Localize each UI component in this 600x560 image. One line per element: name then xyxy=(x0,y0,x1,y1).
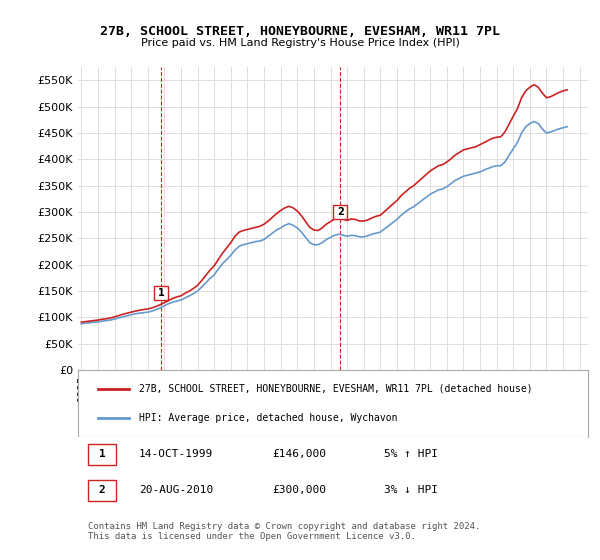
Text: 2: 2 xyxy=(337,207,344,217)
Text: £146,000: £146,000 xyxy=(272,449,326,459)
Text: 1: 1 xyxy=(158,288,164,298)
Text: Price paid vs. HM Land Registry's House Price Index (HPI): Price paid vs. HM Land Registry's House … xyxy=(140,38,460,48)
FancyBboxPatch shape xyxy=(88,480,116,501)
Text: Contains HM Land Registry data © Crown copyright and database right 2024.
This d: Contains HM Land Registry data © Crown c… xyxy=(88,521,481,541)
Text: 27B, SCHOOL STREET, HONEYBOURNE, EVESHAM, WR11 7PL (detached house): 27B, SCHOOL STREET, HONEYBOURNE, EVESHAM… xyxy=(139,384,533,394)
Text: HPI: Average price, detached house, Wychavon: HPI: Average price, detached house, Wych… xyxy=(139,413,398,423)
Text: 20-AUG-2010: 20-AUG-2010 xyxy=(139,486,214,496)
Text: 14-OCT-1999: 14-OCT-1999 xyxy=(139,449,214,459)
Text: 1: 1 xyxy=(98,449,106,459)
Text: 3% ↓ HPI: 3% ↓ HPI xyxy=(384,486,438,496)
Text: 2: 2 xyxy=(98,486,106,496)
Text: 27B, SCHOOL STREET, HONEYBOURNE, EVESHAM, WR11 7PL: 27B, SCHOOL STREET, HONEYBOURNE, EVESHAM… xyxy=(100,25,500,38)
FancyBboxPatch shape xyxy=(88,444,116,465)
Text: 5% ↑ HPI: 5% ↑ HPI xyxy=(384,449,438,459)
Text: £300,000: £300,000 xyxy=(272,486,326,496)
